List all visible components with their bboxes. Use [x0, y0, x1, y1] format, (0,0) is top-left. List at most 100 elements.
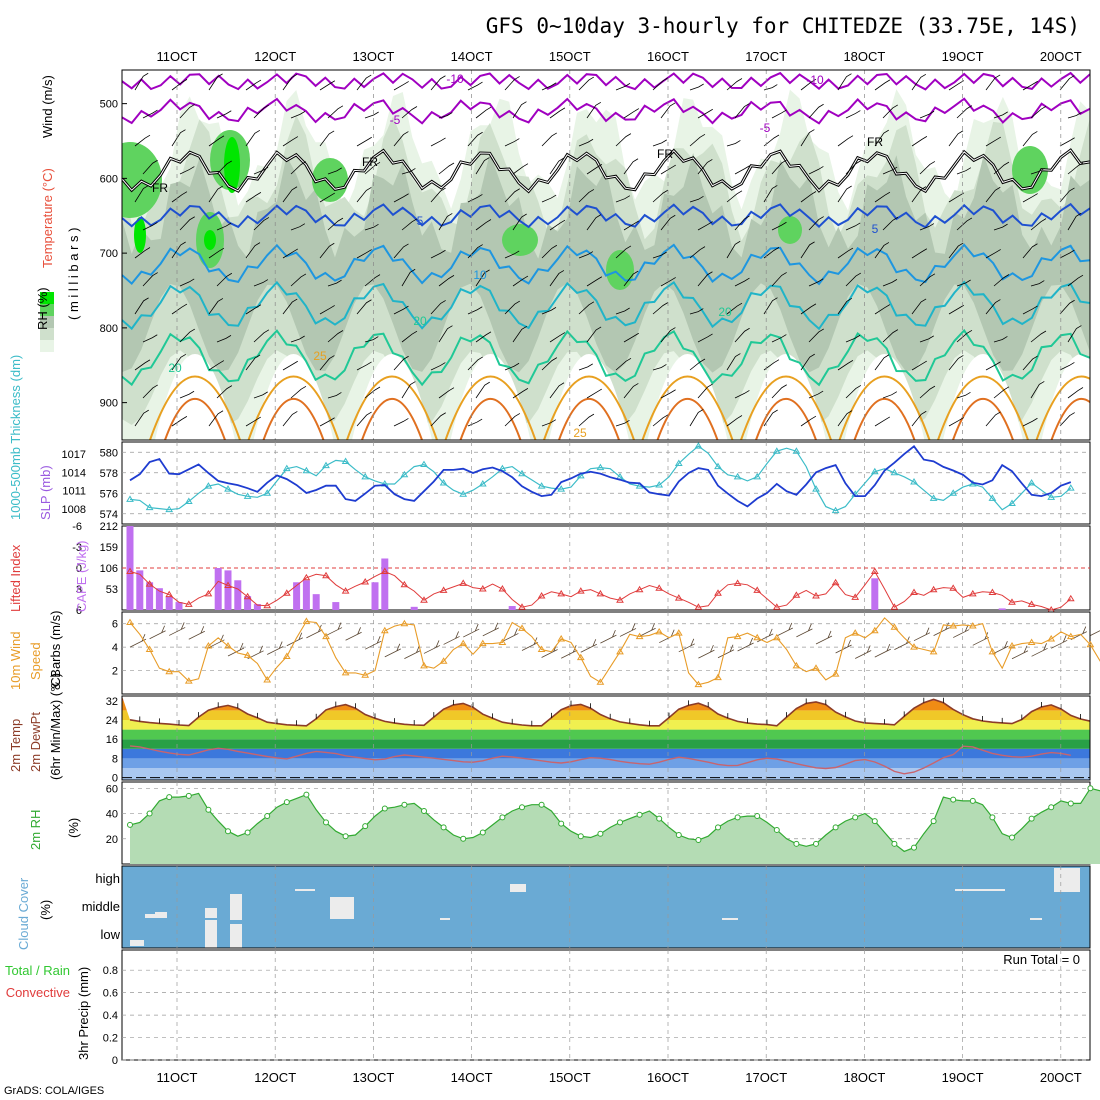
temp-mask	[122, 696, 1091, 726]
rh2m-point	[1087, 785, 1094, 792]
date-label-bottom: 19OCT	[942, 1070, 984, 1085]
wind-barb	[919, 273, 936, 287]
wind-barb	[652, 251, 667, 259]
wind-barb	[985, 74, 1001, 91]
cloud-cell	[205, 920, 217, 948]
cloud-cell	[155, 912, 167, 918]
cloud-row-label: high	[95, 871, 120, 886]
slp-tick-label: 1017	[62, 449, 86, 461]
lifted-index-point	[380, 567, 389, 574]
wind-barb	[282, 360, 298, 371]
thickness-point	[439, 479, 448, 486]
rh2m-point	[166, 794, 173, 801]
boundary-layer-dome	[1041, 354, 1090, 440]
thickness-tick-label: 574	[100, 509, 118, 521]
isotherm-label: 5	[417, 214, 424, 228]
date-label-top: 17OCT	[745, 49, 787, 64]
wind-barb	[356, 74, 372, 91]
wind-barb	[845, 334, 861, 343]
thickness-point	[459, 490, 468, 497]
wind-barb	[845, 272, 862, 287]
wind-barb	[1059, 412, 1075, 427]
thickness-point	[988, 494, 997, 501]
wind-barb	[734, 277, 750, 287]
wind-barb-10m	[815, 630, 833, 645]
wind-barb	[763, 185, 778, 203]
lifted-index-point	[635, 585, 644, 593]
wind-barb	[364, 111, 379, 119]
wind-barb	[134, 134, 151, 147]
wind-barb	[364, 161, 381, 175]
wind-speed-point	[714, 673, 722, 681]
wind-speed-point	[361, 671, 370, 678]
wind-barb	[171, 191, 188, 203]
wind-barb	[808, 216, 824, 231]
wind-speed-point	[792, 661, 801, 669]
wind-speed-point	[831, 670, 840, 677]
precip-tick-label: 0.4	[103, 1010, 118, 1022]
wind-barb	[882, 216, 899, 231]
wind-barb	[697, 271, 713, 287]
wind-barb	[808, 278, 824, 287]
wind-barb	[734, 390, 750, 399]
wind-barb	[475, 331, 492, 343]
pressure-axis-label: ( m i l l i b a r s )	[66, 228, 81, 320]
lifted-index-point	[1008, 598, 1016, 605]
footer-credit: GrADS: COLA/IGES	[4, 1085, 104, 1097]
wind-speed-point	[949, 622, 958, 629]
wind-barb	[956, 167, 972, 175]
wind-barb	[734, 215, 750, 231]
profile-frame	[121, 69, 1091, 441]
wind-barb	[475, 219, 492, 231]
thickness-point	[361, 472, 370, 480]
wind-speed-point	[341, 668, 350, 676]
wind-barb	[438, 213, 453, 231]
wind-barb	[467, 306, 483, 315]
wind-barb	[808, 103, 824, 119]
wind-barb	[467, 418, 483, 427]
cape-bar	[998, 608, 1006, 610]
wind-barb	[430, 362, 446, 371]
temp2m-axis-label: 2m Temp	[8, 719, 23, 772]
rh2m-tick-label: 40	[106, 809, 118, 821]
isotherm-label: 20	[168, 361, 182, 375]
wind-barb	[882, 104, 898, 119]
thickness-point	[243, 492, 252, 499]
wind-barb	[578, 138, 594, 147]
wind-barb	[993, 336, 1008, 343]
wind-barb	[800, 303, 817, 315]
wind-barb	[142, 334, 158, 343]
wind-barb	[697, 383, 713, 399]
wind-barb	[623, 158, 639, 175]
wind-barb	[142, 109, 158, 119]
wind-barb-10m	[600, 629, 617, 644]
wind-barb	[623, 220, 640, 231]
cloud-background	[122, 866, 1090, 948]
rh2m-tick-label: 60	[106, 783, 118, 795]
wind-barb	[1022, 355, 1038, 371]
wind-barb-10m	[1051, 635, 1068, 649]
lifted-index-point	[341, 587, 350, 594]
cape-bar	[312, 594, 320, 610]
wind-barb-10m	[286, 632, 303, 647]
wind-speed-point	[674, 629, 683, 636]
wind-barb	[512, 275, 529, 287]
wind-barb	[171, 79, 188, 91]
slp-tick-label: 1014	[62, 467, 86, 479]
isotherm-label: 25	[313, 349, 327, 363]
isotherm-25	[740, 375, 832, 440]
precip-convective-label: Convective	[6, 985, 70, 1000]
wind-barb	[171, 353, 187, 371]
lifted-index-point	[165, 590, 174, 598]
wind-barb	[216, 110, 232, 119]
wind-barb	[615, 419, 630, 427]
wind-barb	[615, 83, 631, 91]
wind-speed-point	[1047, 634, 1056, 642]
lifted-index-line	[129, 570, 1072, 611]
wind-barb	[430, 249, 446, 259]
wind-barb-10m	[384, 643, 401, 658]
lifted-index-point	[851, 593, 860, 600]
wind-speed-point	[772, 633, 781, 641]
wind-barb	[549, 157, 564, 175]
wind-barb	[134, 409, 149, 427]
